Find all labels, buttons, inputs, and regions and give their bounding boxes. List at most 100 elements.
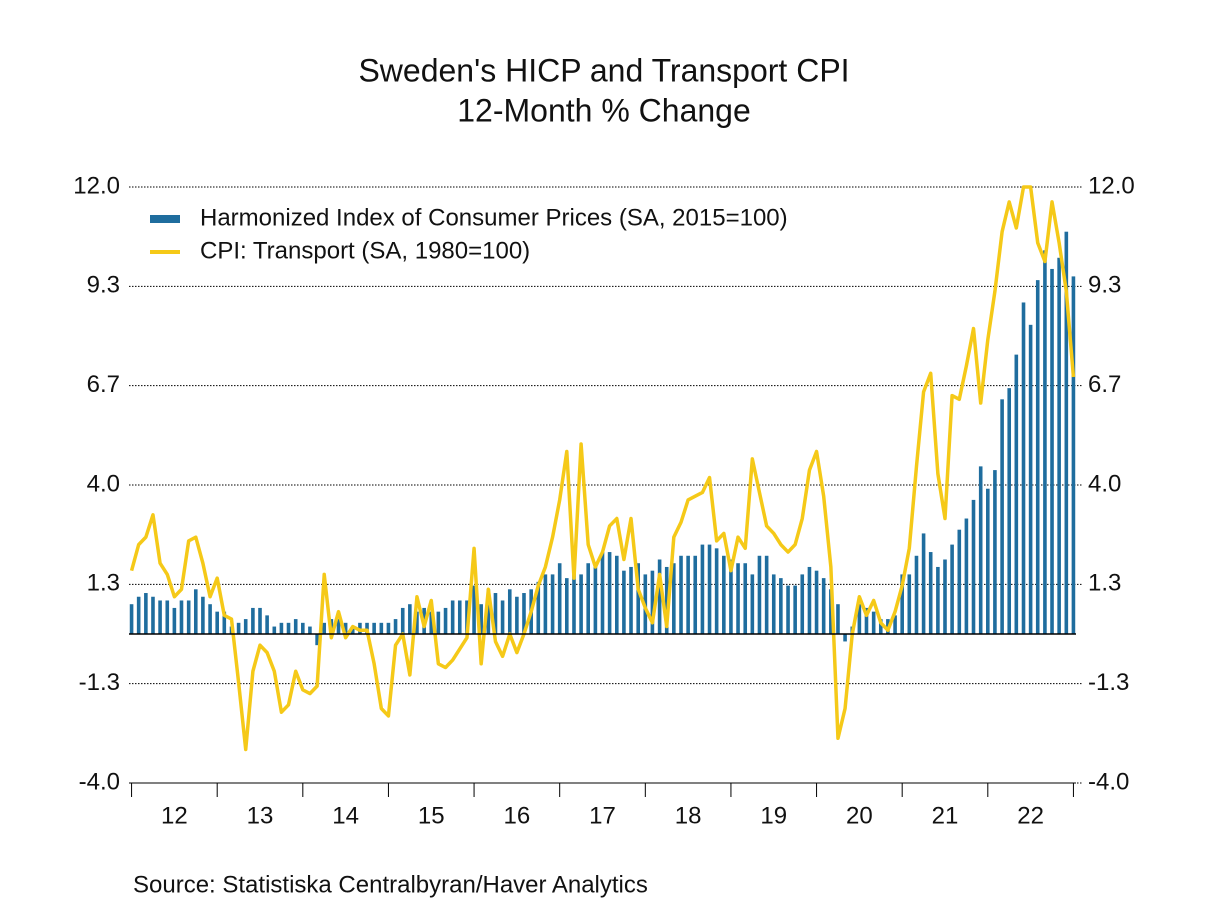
bar — [343, 622, 348, 634]
bar — [479, 604, 483, 634]
bar — [536, 581, 541, 634]
bar — [286, 622, 291, 634]
bar — [322, 622, 327, 634]
bar — [236, 622, 241, 634]
line — [129, 185, 1076, 752]
bar — [771, 574, 776, 634]
bar — [864, 607, 869, 634]
bar — [557, 563, 562, 634]
bar — [258, 607, 262, 634]
bar — [836, 604, 840, 634]
bar — [429, 611, 434, 634]
y2-tick-label: 6.7 — [1088, 371, 1121, 398]
x-tick-label: 22 — [1017, 802, 1044, 829]
bar — [622, 570, 626, 634]
bar — [393, 619, 398, 634]
bar — [543, 574, 548, 634]
bar — [158, 600, 162, 634]
bar — [693, 555, 698, 634]
bar — [857, 604, 862, 634]
bar — [871, 611, 876, 634]
bar — [843, 634, 847, 642]
x-tick-label: 16 — [504, 802, 531, 829]
marks-layer — [129, 185, 1076, 752]
bar — [186, 600, 191, 634]
bar — [350, 626, 355, 634]
bar — [971, 499, 976, 634]
bar — [907, 574, 912, 634]
bar — [779, 578, 783, 634]
bar — [757, 555, 762, 634]
y-tick-label: 4.0 — [87, 470, 120, 497]
bar — [750, 574, 755, 634]
bar — [764, 555, 769, 634]
bar — [1028, 324, 1033, 634]
bar — [386, 622, 391, 634]
bar — [914, 555, 919, 634]
y2-tick-label: 1.3 — [1088, 570, 1121, 597]
bar — [786, 585, 790, 634]
x-tick-label: 21 — [932, 802, 959, 829]
bar — [165, 600, 170, 634]
bar — [829, 589, 833, 634]
bar — [978, 466, 983, 634]
bar — [964, 518, 969, 634]
bar — [636, 563, 641, 634]
x-tick-label: 17 — [589, 802, 616, 829]
bar — [251, 607, 255, 634]
bar — [301, 622, 305, 634]
bar — [807, 566, 812, 634]
x-tick-label: 14 — [332, 802, 359, 829]
bar — [450, 600, 455, 634]
x-tick-label: 19 — [760, 802, 787, 829]
bar — [500, 600, 505, 634]
x-tick-label: 13 — [247, 802, 274, 829]
x-tick-label: 12 — [161, 802, 188, 829]
bar — [679, 555, 683, 634]
bar — [993, 470, 997, 634]
bar — [707, 544, 712, 634]
bar — [400, 607, 405, 634]
bar — [1043, 250, 1047, 634]
bar — [222, 611, 227, 634]
bar — [686, 555, 690, 634]
bar — [129, 604, 134, 634]
bar — [136, 596, 141, 634]
bar — [986, 488, 990, 634]
legend-label: Harmonized Index of Consumer Prices (SA,… — [200, 204, 788, 231]
bar — [315, 634, 319, 646]
y2-tick-label: 9.3 — [1088, 272, 1121, 299]
legend-swatch — [150, 215, 180, 223]
bar — [1050, 268, 1054, 634]
axes-layer: 12.0 12.0 9.3 9.3 6.7 6.7 4.0 4.0 1.3 1.3 -1.3 -1.3… — [73, 172, 1134, 829]
bar — [1071, 276, 1076, 634]
bar — [600, 552, 605, 634]
x-tick-label: 15 — [418, 802, 445, 829]
bar — [586, 563, 591, 634]
bar — [921, 533, 926, 634]
y-tick-label: -1.3 — [79, 669, 120, 696]
bar — [743, 563, 748, 634]
bar — [607, 552, 612, 634]
legend-label: CPI: Transport (SA, 1980=100) — [200, 237, 530, 264]
y-tick-label: 1.3 — [87, 570, 120, 597]
y2-tick-label: -4.0 — [1088, 768, 1129, 795]
bar — [1007, 388, 1012, 634]
x-tick-label: 20 — [846, 802, 873, 829]
bar — [1064, 231, 1069, 634]
bar — [629, 566, 633, 634]
bar — [265, 615, 269, 634]
bar — [243, 619, 248, 634]
bar — [172, 607, 177, 634]
bar — [486, 589, 491, 634]
bar — [579, 574, 583, 634]
bar — [793, 585, 797, 634]
bar — [1035, 280, 1040, 634]
bar — [193, 589, 198, 634]
bar — [800, 574, 805, 634]
bar — [1057, 257, 1061, 634]
bar — [415, 611, 419, 634]
bar — [957, 529, 962, 634]
bar — [664, 566, 669, 634]
